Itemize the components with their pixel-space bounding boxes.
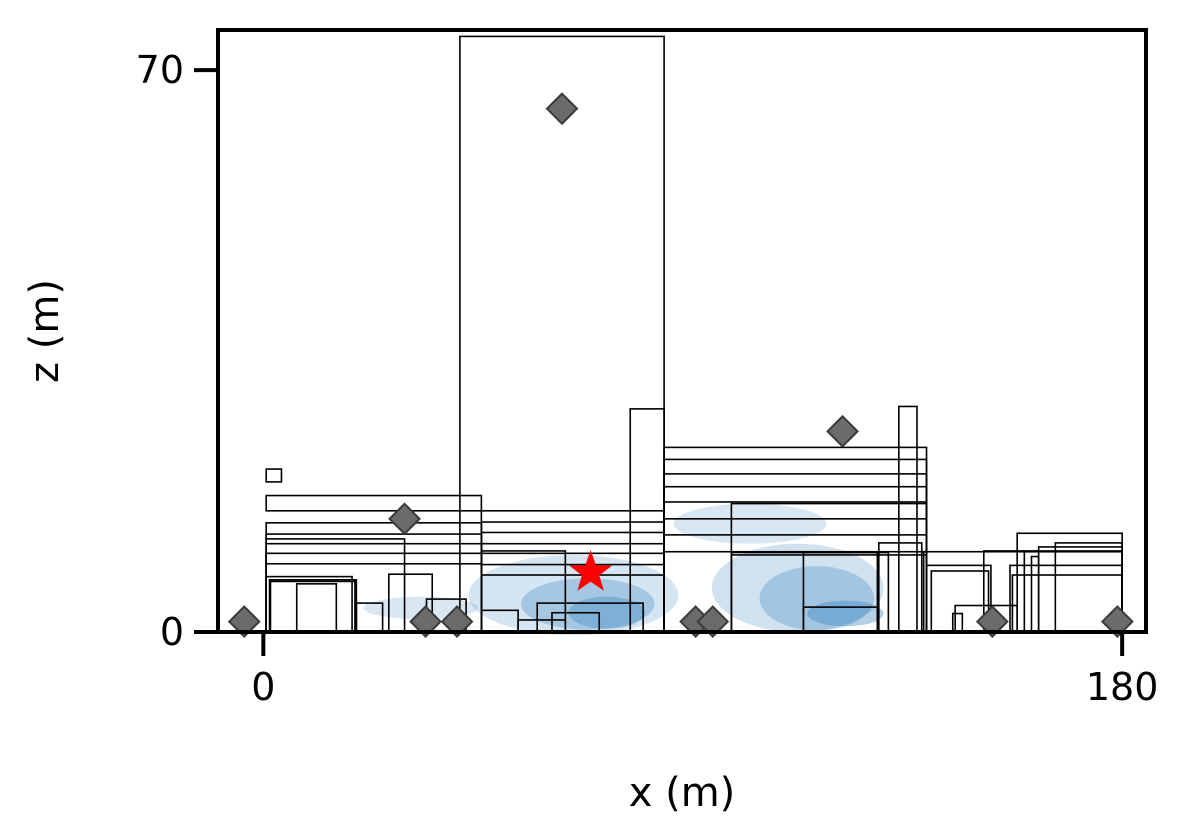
plume-blob-3 (568, 596, 646, 629)
sensor-marker-6 (696, 605, 730, 638)
ticks-layer: 0 180 0 70 (136, 48, 1159, 709)
y-axis-label: z (m) (22, 279, 68, 383)
sensors-layer (227, 92, 1134, 638)
x-axis-label: x (m) (629, 770, 736, 816)
plume-blob-2 (520, 578, 655, 630)
building-7 (265, 575, 353, 633)
buildings-layer (265, 35, 1123, 633)
plume-blob-6 (759, 566, 875, 631)
source-star-marker (569, 550, 613, 591)
x-tick-label-1: 180 (1086, 665, 1159, 709)
sensor-marker-9 (1100, 605, 1134, 638)
x-tick-label-0: 0 (251, 665, 275, 709)
building-8 (268, 579, 358, 633)
sensor-marker-0 (227, 605, 261, 638)
plume-blob-7 (807, 600, 884, 627)
y-tick-label-1: 70 (136, 48, 184, 92)
plume-blob-5 (711, 543, 884, 632)
sensor-marker-7 (826, 414, 859, 448)
sensor-marker-4 (545, 92, 579, 126)
building-56 (1030, 555, 1040, 633)
plot-frame (216, 28, 1148, 634)
sensor-marker-3 (440, 605, 474, 638)
building-48 (951, 612, 964, 633)
sensor-marker-8 (975, 605, 1009, 638)
sensor-marker-1 (388, 502, 421, 536)
y-tick-label-0: 0 (160, 610, 184, 654)
building-42 (878, 542, 923, 633)
building-1 (265, 494, 483, 512)
source-layer (569, 550, 613, 591)
plume-blob-4 (673, 503, 827, 544)
sensor-marker-2 (409, 605, 442, 638)
building-0 (265, 468, 283, 483)
building-9 (269, 580, 356, 633)
building-10 (295, 583, 338, 633)
building-15 (459, 35, 665, 633)
